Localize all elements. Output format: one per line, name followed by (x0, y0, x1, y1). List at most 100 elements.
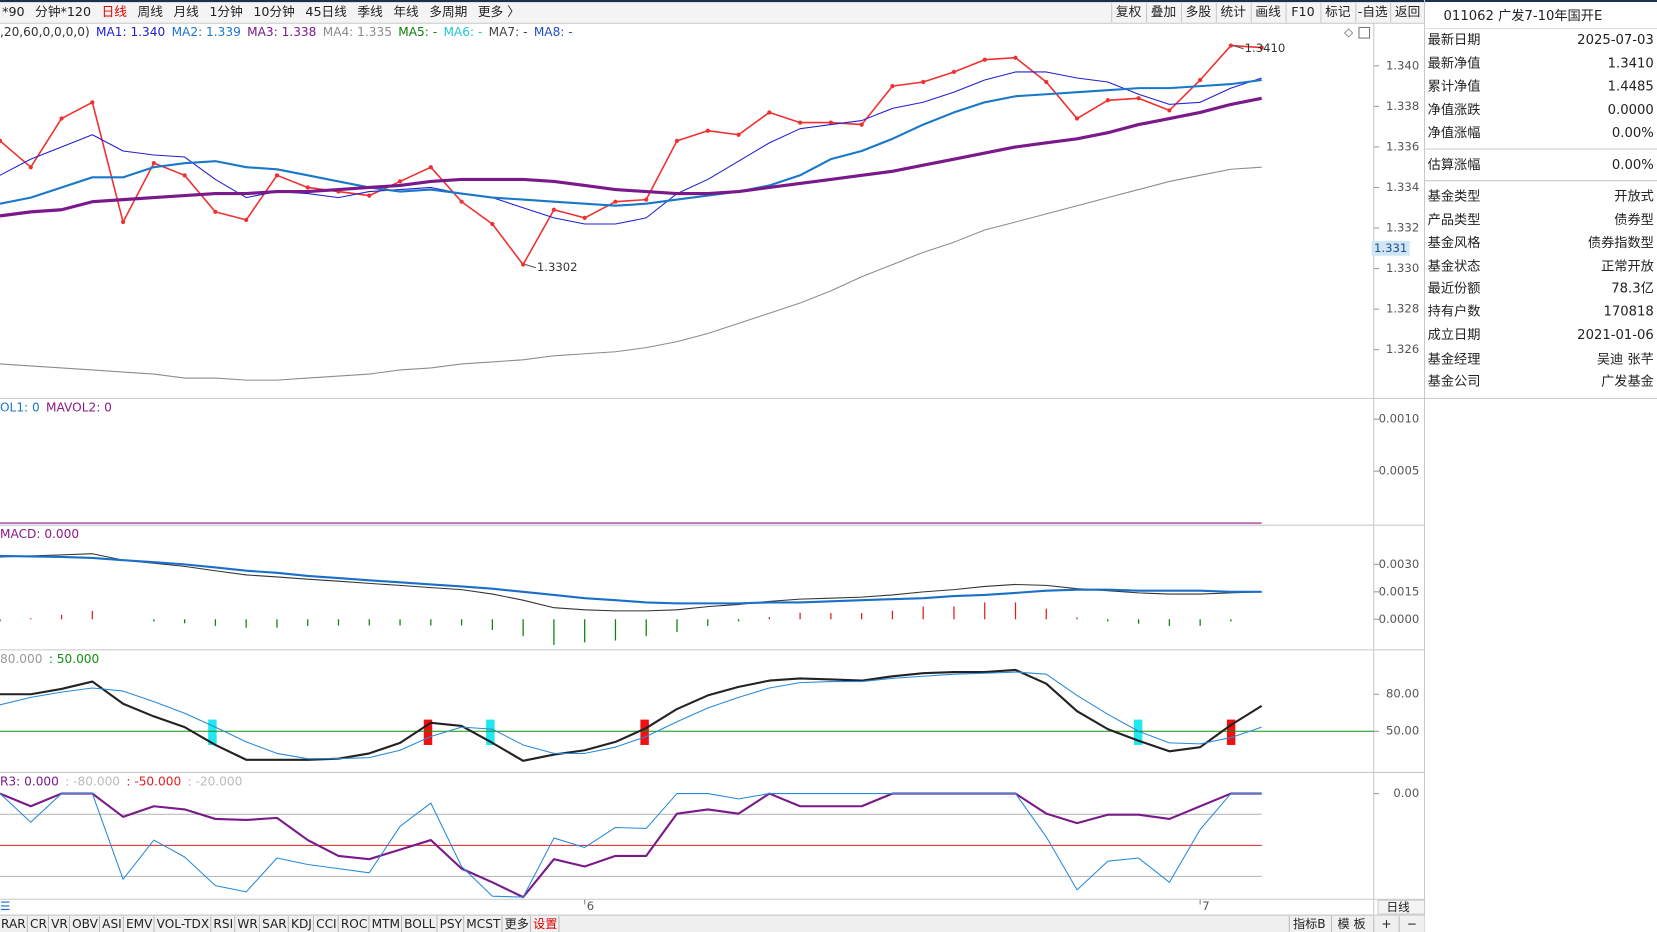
toolbar-button[interactable]: 返回 (1395, 4, 1420, 19)
template-tab[interactable]: + (1381, 917, 1391, 931)
price-point (367, 193, 372, 198)
legend-entry: : -80.000 (65, 774, 120, 788)
price-point (921, 79, 926, 85)
info-value: 1.3410 (1608, 56, 1654, 71)
template-tab[interactable]: − (1407, 917, 1417, 931)
info-value: 0.0000 (1608, 103, 1654, 118)
info-key: 净值涨跌 (1428, 102, 1481, 118)
indicator-tab[interactable]: MTM (372, 917, 400, 931)
y-tick-label: 0.0005 (1379, 464, 1420, 478)
indicator-tab[interactable]: RSI (213, 917, 233, 931)
indicator-tab[interactable]: MCST (466, 917, 501, 931)
toolbar-button[interactable]: F10 (1291, 4, 1314, 19)
toolbar-item[interactable]: 年线 (393, 4, 419, 19)
info-key: 基金类型 (1428, 189, 1481, 205)
price-point (1198, 77, 1203, 83)
toolbar-item[interactable]: 分钟*120 (35, 4, 91, 19)
toolbar-item[interactable]: 更多 〉 (478, 4, 520, 19)
price-point (459, 199, 464, 204)
series-line (0, 793, 1262, 898)
toolbar-item[interactable]: 10分钟 (253, 4, 294, 19)
price-point (1074, 116, 1080, 121)
indicator-tab[interactable]: SAR (262, 917, 287, 931)
signal-down (423, 719, 433, 745)
y-tick-label: 1.326 (1386, 342, 1419, 356)
signal-up (1133, 719, 1143, 745)
diamond-icon[interactable]: ◇ (1344, 25, 1353, 39)
indicator-tab[interactable]: 更多 (505, 917, 529, 931)
price-point (274, 173, 280, 178)
window-icon[interactable] (1358, 26, 1371, 39)
legend-entry: : -20.000 (188, 774, 243, 788)
price-point (551, 207, 557, 212)
legend-entry: MA2: 1.339 (172, 25, 241, 39)
toolbar-button[interactable]: 标记 (1325, 4, 1351, 19)
price-point (1167, 108, 1172, 113)
price-point (490, 221, 495, 227)
indicator-tab[interactable]: CCI (316, 917, 337, 931)
info-value: 0.00% (1612, 126, 1654, 141)
y-tick-label: 1.336 (1386, 139, 1419, 153)
series-line (0, 78, 1262, 207)
indicator-tab[interactable]: RAR (1, 917, 26, 931)
toolbar-item[interactable]: 周线 (138, 4, 164, 19)
indicator-tab[interactable]: WR (237, 917, 258, 931)
series-line (0, 166, 1262, 381)
current-price-label: 1.331 (1374, 241, 1407, 255)
toolbar-item[interactable]: 1分钟 (209, 4, 242, 19)
indicator-tab[interactable]: 设置 (533, 917, 557, 931)
template-tab[interactable]: 模 板 (1338, 917, 1366, 931)
indicator-tab[interactable]: CR (30, 917, 47, 931)
legend-entry: MACD: 0.000 (0, 527, 79, 541)
indicator-tab[interactable]: EMV (126, 917, 153, 931)
info-key: 基金经理 (1428, 351, 1481, 367)
y-tick-label: 0.00 (1393, 786, 1419, 800)
toolbar-item[interactable]: *90 (2, 4, 24, 19)
price-point (182, 173, 187, 178)
indicator-tab[interactable]: VOL-TDX (157, 917, 210, 931)
indicator-tab[interactable]: PSY (440, 917, 463, 931)
series-line (0, 71, 1262, 225)
info-key: 最新净值 (1428, 55, 1481, 71)
indicator-tab[interactable]: OBV (72, 917, 99, 931)
toolbar-item[interactable]: 季线 (357, 4, 383, 19)
price-point (797, 120, 803, 125)
toolbar-button[interactable]: 统计 (1221, 4, 1247, 19)
y-tick-label: 1.338 (1386, 99, 1419, 113)
price-point (644, 197, 649, 202)
info-key: 累计净值 (1428, 79, 1481, 95)
price-point (28, 165, 33, 170)
y-tick-label: 50.00 (1386, 724, 1419, 738)
indicator-tab[interactable]: BOLL (404, 917, 435, 931)
toolbar-item[interactable]: 月线 (173, 4, 199, 19)
y-tick-label: 0.0000 (1379, 612, 1420, 626)
value-label: 1.3302 (537, 260, 578, 274)
series-line (0, 668, 1263, 762)
price-point (59, 116, 64, 121)
price-point (982, 57, 987, 62)
toolbar-item[interactable]: 日线 (102, 4, 128, 19)
toolbar-button[interactable]: 画线 (1255, 4, 1281, 19)
menu-icon[interactable]: ☰ (0, 899, 10, 913)
y-tick-label: 0.0030 (1379, 557, 1420, 571)
toolbar-bg (0, 0, 1425, 24)
indicator-tab[interactable]: ASI (102, 917, 122, 931)
indicator-tab[interactable]: VR (51, 917, 68, 931)
toolbar-button[interactable]: 多股 (1186, 4, 1212, 19)
price-point (90, 100, 95, 105)
info-value: 吴迪 张芊 (1597, 351, 1654, 367)
period-box (1377, 899, 1426, 915)
indicator-tab[interactable]: KDJ (291, 917, 312, 931)
toolbar-item[interactable]: 多周期 (429, 4, 467, 19)
price-point (767, 110, 772, 115)
info-value: 2025-07-03 (1577, 33, 1654, 48)
toolbar-item[interactable]: 45日线 (305, 4, 347, 19)
price-point (705, 128, 710, 133)
template-tab[interactable]: 指标B (1293, 916, 1326, 931)
toolbar-button[interactable]: 叠加 (1151, 4, 1176, 19)
toolbar-button[interactable]: 复权 (1116, 4, 1142, 19)
indicator-tab[interactable]: ROC (341, 917, 367, 931)
price-point (1105, 98, 1110, 103)
toolbar-button[interactable]: -自选 (1358, 4, 1388, 19)
